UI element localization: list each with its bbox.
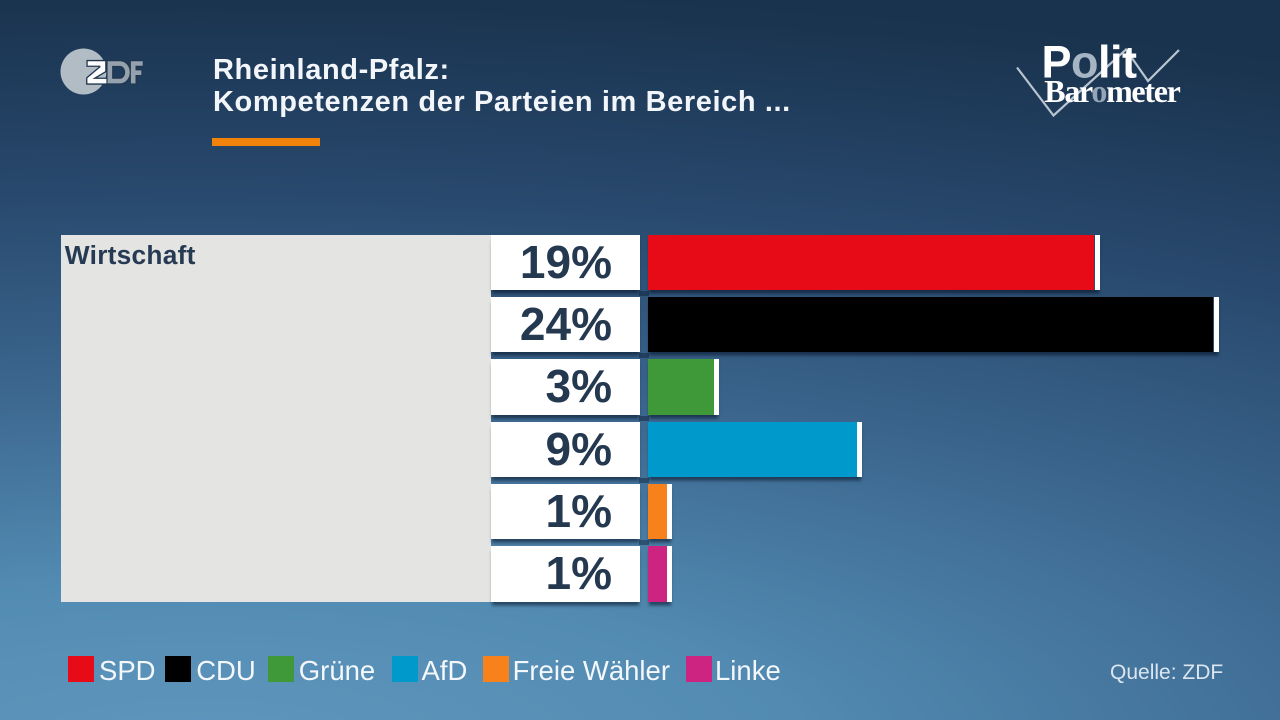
- svg-text:Polit: Polit: [1042, 37, 1138, 88]
- svg-text:Barometer: Barometer: [1044, 73, 1180, 109]
